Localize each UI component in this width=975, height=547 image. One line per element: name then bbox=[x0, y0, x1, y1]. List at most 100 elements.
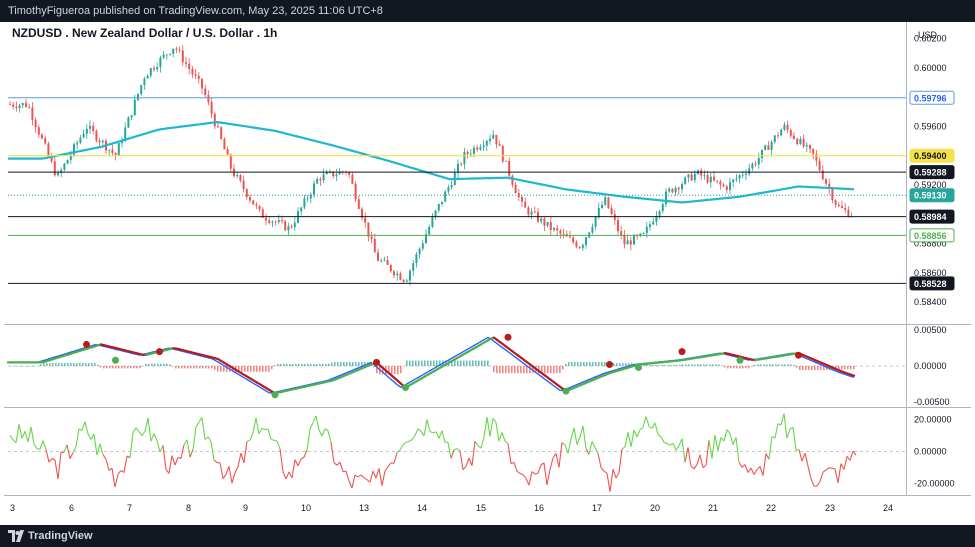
momentum-line bbox=[279, 448, 284, 472]
momentum-line bbox=[579, 425, 584, 438]
candle-up bbox=[457, 164, 459, 173]
histogram-bar bbox=[574, 362, 576, 366]
momentum-line bbox=[582, 425, 587, 449]
histogram-bar bbox=[790, 364, 792, 366]
momentum-line bbox=[459, 450, 464, 470]
momentum-line bbox=[414, 428, 419, 436]
histogram-bar bbox=[580, 362, 582, 366]
level-price-badge bbox=[909, 188, 955, 203]
tradingview-logo-icon[interactable] bbox=[8, 530, 24, 542]
momentum-line bbox=[603, 470, 608, 474]
histogram-bar bbox=[70, 363, 72, 366]
momentum-line bbox=[633, 429, 638, 438]
momentum-line bbox=[204, 436, 209, 440]
momentum-line bbox=[549, 457, 554, 470]
momentum-line bbox=[57, 452, 62, 480]
momentum-line bbox=[774, 423, 779, 439]
candle-up bbox=[674, 187, 677, 193]
histogram-bar bbox=[850, 366, 852, 370]
momentum-line bbox=[624, 432, 629, 447]
candle-up bbox=[335, 174, 338, 177]
histogram-bar bbox=[430, 360, 432, 366]
candle-up bbox=[546, 221, 549, 226]
momentum-line bbox=[411, 435, 416, 440]
momentum-line bbox=[486, 417, 491, 437]
candle-down bbox=[786, 124, 789, 130]
candle-down bbox=[847, 209, 850, 217]
currency-label: USD bbox=[918, 30, 938, 40]
momentum-line bbox=[267, 428, 272, 440]
histogram-bar bbox=[322, 363, 324, 366]
candle-up bbox=[89, 125, 91, 129]
momentum-line bbox=[156, 440, 161, 453]
histogram-bar bbox=[298, 363, 300, 366]
candle-up bbox=[741, 174, 744, 176]
momentum-line bbox=[189, 449, 194, 458]
level-price-badge bbox=[909, 90, 955, 105]
candle-up bbox=[73, 144, 75, 155]
histogram-bar bbox=[106, 366, 108, 369]
histogram-bar bbox=[316, 363, 318, 366]
histogram-bar bbox=[244, 366, 246, 372]
chart-frame[interactable]: NZDUSD . New Zealand Dollar / U.S. Dolla… bbox=[4, 22, 971, 525]
momentum-line bbox=[114, 474, 119, 488]
histogram-bar bbox=[388, 366, 390, 375]
histogram-bar bbox=[355, 362, 357, 366]
momentum-line bbox=[687, 447, 692, 467]
histogram-bar bbox=[133, 366, 135, 369]
candle-up bbox=[601, 204, 603, 208]
candle-up bbox=[421, 243, 424, 249]
histogram-bar bbox=[487, 360, 489, 366]
histogram-bar bbox=[400, 366, 402, 374]
histogram-bar bbox=[814, 366, 816, 371]
histogram-bar bbox=[511, 366, 513, 374]
histogram-bar bbox=[826, 366, 828, 371]
momentum-line bbox=[330, 442, 335, 463]
momentum-line bbox=[804, 453, 809, 467]
candle-up bbox=[681, 184, 683, 190]
histogram-bar bbox=[760, 364, 762, 366]
momentum-line bbox=[681, 438, 686, 463]
histogram-bar bbox=[703, 364, 705, 366]
momentum-line bbox=[843, 456, 848, 470]
histogram-bar bbox=[91, 363, 93, 366]
histogram-bar bbox=[343, 362, 345, 366]
histogram-bar bbox=[304, 363, 306, 366]
candle-down bbox=[706, 174, 709, 183]
momentum-line bbox=[261, 427, 266, 431]
histogram-bar bbox=[115, 366, 117, 369]
histogram-bar bbox=[151, 363, 153, 366]
momentum-line bbox=[441, 430, 446, 443]
candle-up bbox=[124, 127, 127, 141]
histogram-bar bbox=[202, 366, 204, 369]
candle-down bbox=[357, 199, 360, 209]
momentum-line bbox=[834, 468, 839, 483]
histogram-bar bbox=[103, 366, 105, 369]
histogram-bar bbox=[418, 360, 420, 366]
chart-canvas[interactable]: NZDUSD . New Zealand Dollar / U.S. Dolla… bbox=[4, 22, 971, 525]
candle-down bbox=[348, 172, 351, 175]
histogram-bar bbox=[178, 366, 180, 369]
momentum-line bbox=[801, 452, 806, 462]
histogram-bar bbox=[82, 363, 84, 366]
histogram-bar bbox=[421, 360, 423, 366]
candle-down bbox=[178, 49, 181, 51]
candle-down bbox=[268, 220, 271, 223]
candle-down bbox=[50, 155, 53, 162]
level-price-badge bbox=[909, 209, 955, 224]
candle-down bbox=[572, 237, 575, 243]
histogram-bar bbox=[769, 364, 771, 366]
histogram-bar bbox=[40, 364, 42, 366]
histogram-bar bbox=[652, 365, 654, 366]
momentum-line bbox=[48, 458, 53, 463]
candle-down bbox=[98, 140, 101, 143]
momentum-line bbox=[630, 430, 635, 447]
candle-down bbox=[31, 107, 34, 120]
candle-down bbox=[831, 189, 834, 201]
momentum-line bbox=[219, 462, 224, 479]
momentum-line bbox=[381, 471, 386, 486]
candle-up bbox=[540, 218, 543, 222]
candle-down bbox=[501, 145, 504, 162]
momentum-line bbox=[666, 443, 671, 446]
candle-up bbox=[642, 233, 645, 234]
